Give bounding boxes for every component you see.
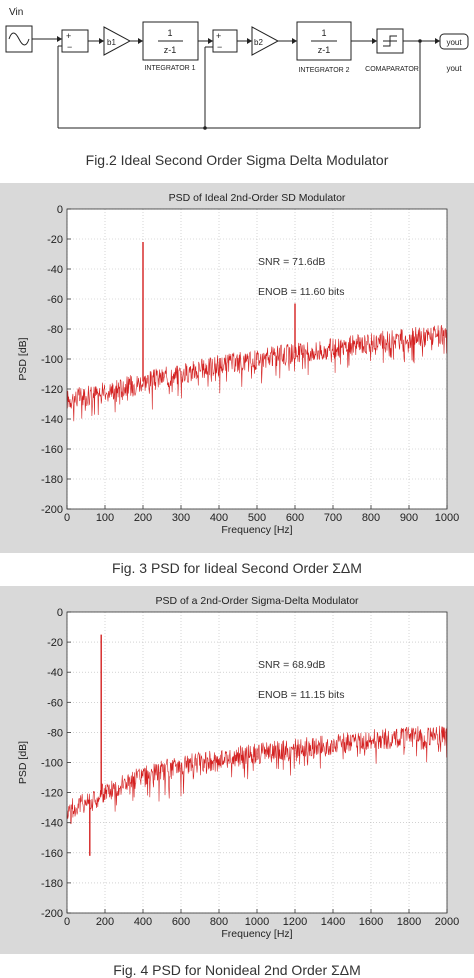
x-tick-label: 800: [210, 916, 228, 928]
psd-series-line: [66, 325, 448, 422]
fig3-chart: 0 100 200 300 400 500 600 700 800 900 1000 0 -20 -40 -…: [0, 183, 474, 553]
x-axis-label: Frequency [Hz]: [221, 928, 292, 940]
fig3-chart-svg: 0 100 200 300 400 500 600 700 800 900 1000 0 -20 -40 -…: [0, 183, 474, 553]
y-axis-label: PSD [dB]: [17, 741, 29, 784]
chart-title: PSD of Ideal 2nd-Order SD Modulator: [169, 192, 346, 204]
integrator-1-den: z-1: [164, 45, 177, 55]
fig2-caption: Fig.2 Ideal Second Order Sigma Delta Mod…: [85, 152, 389, 168]
integrator-2-num: 1: [321, 28, 326, 38]
x-tick-label: 300: [172, 512, 190, 524]
y-tick-label: -80: [47, 324, 63, 336]
x-tick-label: 1600: [359, 916, 383, 928]
sine-wave-icon: [8, 32, 30, 46]
y-tick-label: -40: [47, 264, 63, 276]
psd-series-line: [66, 725, 448, 825]
x-tick-label: 1800: [397, 916, 421, 928]
y-tick-label: -160: [41, 444, 63, 456]
block-diagram-svg: +− +− Vin b1 b2 1 z-1 INTEGRATOR 1 1 z-1…: [5, 7, 469, 130]
fig3-caption: Fig. 3 PSD for Iideal Second Order ΣΔM: [112, 560, 362, 576]
vin-label: Vin: [9, 7, 23, 18]
y-tick-label: -60: [47, 697, 63, 709]
x-tick-label: 1000: [435, 512, 459, 524]
y-tick-label: -200: [41, 504, 63, 516]
x-tick-label: 0: [64, 916, 70, 928]
y-tick-label: 0: [57, 204, 63, 216]
x-axis-label: Frequency [Hz]: [221, 524, 292, 536]
y-axis-label: PSD [dB]: [17, 337, 29, 380]
y-tick-label: -180: [41, 474, 63, 486]
svg-text:+: +: [66, 31, 71, 41]
y-tick-label: -160: [41, 848, 63, 860]
y-tick-label: -80: [47, 727, 63, 739]
x-tick-label: 200: [134, 512, 152, 524]
comparator-label: COMAPARATOR: [365, 66, 419, 73]
y-tick-label: -120: [41, 384, 63, 396]
y-tick-label: -60: [47, 294, 63, 306]
fig4-caption: Fig. 4 PSD for Nonideal 2nd Order ΣΔM: [113, 962, 361, 978]
x-tick-label: 600: [172, 916, 190, 928]
svg-text:−: −: [67, 42, 72, 52]
x-tick-label: 400: [210, 512, 228, 524]
enob-annotation: ENOB = 11.60 bits: [258, 286, 344, 298]
x-tick-label: 0: [64, 512, 70, 524]
snr-annotation: SNR = 71.6dB: [258, 256, 325, 268]
y-tick-label: -180: [41, 878, 63, 890]
chart-title: PSD of a 2nd-Order Sigma-Delta Modulator: [155, 595, 359, 607]
integrator-2-label: INTEGRATOR 2: [298, 67, 349, 74]
integrator-1-num: 1: [167, 28, 172, 38]
b1-label: b1: [107, 38, 116, 47]
x-tick-label: 1200: [283, 916, 307, 928]
y-tick-label: -100: [41, 354, 63, 366]
snr-annotation: SNR = 68.9dB: [258, 659, 325, 671]
x-tick-label: 200: [96, 916, 114, 928]
x-tick-label: 500: [248, 512, 266, 524]
y-tick-label: -100: [41, 758, 63, 770]
integrator-1-label: INTEGRATOR 1: [144, 65, 195, 72]
x-tick-label: 100: [96, 512, 114, 524]
svg-text:+: +: [216, 31, 221, 41]
y-tick-label: -20: [47, 234, 63, 246]
x-tick-label: 900: [400, 512, 418, 524]
x-tick-label: 800: [362, 512, 380, 524]
yout-block-text: yout: [446, 38, 462, 47]
b2-label: b2: [254, 38, 263, 47]
integrator-2-den: z-1: [318, 45, 331, 55]
enob-annotation: ENOB = 11.15 bits: [258, 689, 344, 701]
svg-text:−: −: [217, 42, 222, 52]
y-tick-label: -120: [41, 788, 63, 800]
y-tick-label: -20: [47, 637, 63, 649]
fig4-chart: 0 200 400 600 800 1000 1200 1400 1600 1800 2000 0 -2…: [0, 586, 474, 954]
x-tick-label: 1400: [321, 916, 345, 928]
y-tick-label: -140: [41, 414, 63, 426]
y-tick-label: -40: [47, 667, 63, 679]
x-tick-label: 400: [134, 916, 152, 928]
x-tick-label: 2000: [435, 916, 459, 928]
y-tick-label: -200: [41, 908, 63, 920]
yout-label: yout: [446, 64, 462, 73]
y-tick-label: -140: [41, 818, 63, 830]
fig4-chart-svg: 0 200 400 600 800 1000 1200 1400 1600 1800 20000-2…: [0, 586, 474, 954]
block-diagram: + − + − Vin b1 b2 1 z-1 INTEGRATOR 1 1 z-1…: [0, 0, 474, 145]
x-tick-label: 700: [324, 512, 342, 524]
x-tick-label: 600: [286, 512, 304, 524]
x-tick-label: 1000: [245, 916, 269, 928]
y-tick-label: 0: [57, 607, 63, 619]
